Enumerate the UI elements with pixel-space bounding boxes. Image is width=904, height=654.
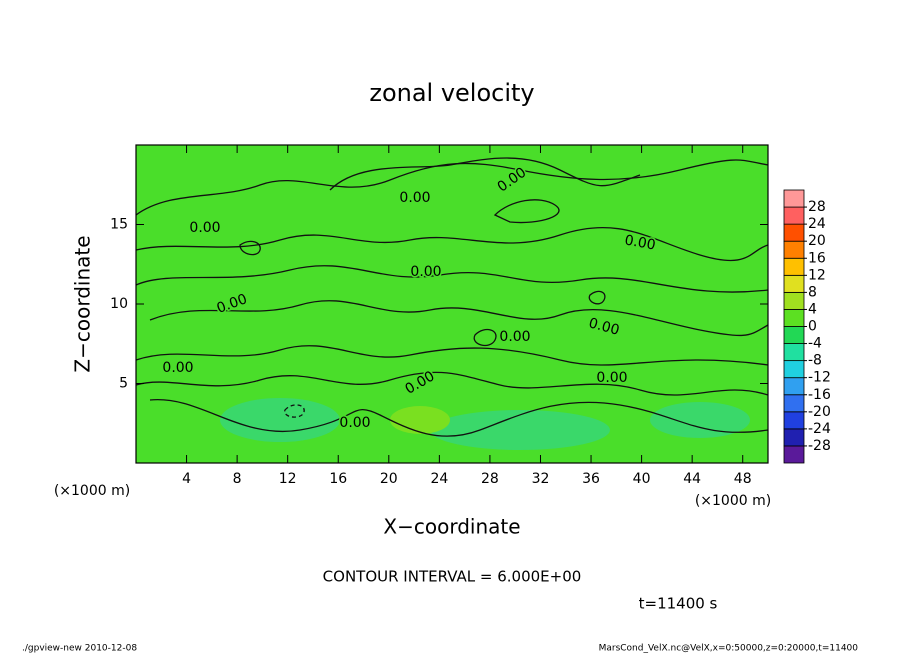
colorbar-tick-label: 24 — [808, 216, 826, 232]
contour-label: 0.00 — [189, 220, 220, 236]
chart-title: zonal velocity — [369, 79, 534, 107]
x-tick-label: 16 — [329, 471, 347, 487]
colorbar-band — [783, 257, 805, 276]
colorbar-band — [783, 428, 805, 447]
colorbar-band — [783, 377, 805, 396]
colorbar-tick-label: 0 — [808, 319, 817, 335]
x-tick-label: 20 — [380, 471, 398, 487]
x-tick-label: 4 — [182, 471, 191, 487]
colorbar-tick-label: -8 — [808, 353, 822, 369]
x-tick-label: 40 — [633, 471, 651, 487]
colorbar-tick-label: 8 — [808, 284, 817, 300]
x-tick-label: 12 — [279, 471, 297, 487]
colorbar-band — [783, 411, 805, 430]
y-unit: (×1000 m) — [54, 483, 130, 499]
y-axis-label: Z−coordinate — [71, 235, 95, 372]
time-label: t=11400 s — [639, 595, 718, 613]
field-shade — [650, 402, 750, 438]
x-tick-label: 36 — [582, 471, 600, 487]
contour-label: 0.00 — [399, 190, 430, 206]
contour-label: 0.00 — [499, 329, 530, 345]
colorbar-band — [783, 291, 805, 310]
x-tick-label: 28 — [481, 471, 499, 487]
colorbar-band — [783, 189, 805, 208]
contour-lines — [135, 157, 769, 437]
contour-interval: CONTOUR INTERVAL = 6.000E+00 — [323, 568, 582, 586]
colorbar-tick-label: -4 — [808, 336, 822, 352]
colorbar-tick-label: 20 — [808, 233, 826, 249]
x-axis-label: X−coordinate — [383, 515, 520, 539]
colorbar-tick-label: 16 — [808, 250, 826, 266]
x-tick-label: 32 — [532, 471, 550, 487]
x-tick-label: 44 — [683, 471, 701, 487]
colorbar-band — [783, 223, 805, 242]
colorbar-band — [783, 394, 805, 413]
y-tick-label: 15 — [110, 217, 128, 233]
colorbar-tick-label: 28 — [808, 199, 826, 215]
colorbar-tick-label: 12 — [808, 267, 826, 283]
field-shade — [430, 410, 610, 450]
contour-label: 0.00 — [410, 264, 441, 280]
footer-right: MarsCond_VelX.nc@VelX,x=0:50000,z=0:2000… — [599, 644, 859, 654]
y-tick-label: 10 — [110, 296, 128, 312]
field-shade — [390, 406, 450, 434]
colorbar-band — [783, 326, 805, 344]
colorbar-tick-label: -16 — [808, 387, 831, 403]
x-tick-label: 48 — [734, 471, 752, 487]
x-tick-label: 8 — [233, 471, 242, 487]
footer-left: ./gpview-new 2010-12-08 — [22, 644, 137, 654]
colorbar-band — [783, 309, 805, 327]
y-tick-label: 5 — [119, 376, 128, 392]
colorbar-band — [783, 274, 805, 293]
contour-label: 0.00 — [162, 360, 193, 376]
colorbar-band — [783, 240, 805, 259]
colorbar-tick-label: 4 — [808, 301, 817, 317]
x-tick-label: 24 — [430, 471, 448, 487]
colorbar-tick-label: -12 — [808, 370, 831, 386]
colorbar-band — [783, 343, 805, 362]
contour-label: 0.00 — [339, 415, 370, 431]
colorbar-band — [783, 445, 805, 464]
colorbar-tick-label: -20 — [808, 404, 831, 420]
field-shade — [220, 398, 340, 442]
colorbar-tick-label: -24 — [808, 421, 831, 437]
colorbar-tick-label: -28 — [808, 438, 831, 454]
x-unit: (×1000 m) — [695, 493, 771, 509]
contour-label: 0.00 — [596, 370, 627, 386]
colorbar-band — [783, 206, 805, 225]
colorbar-band — [783, 360, 805, 379]
